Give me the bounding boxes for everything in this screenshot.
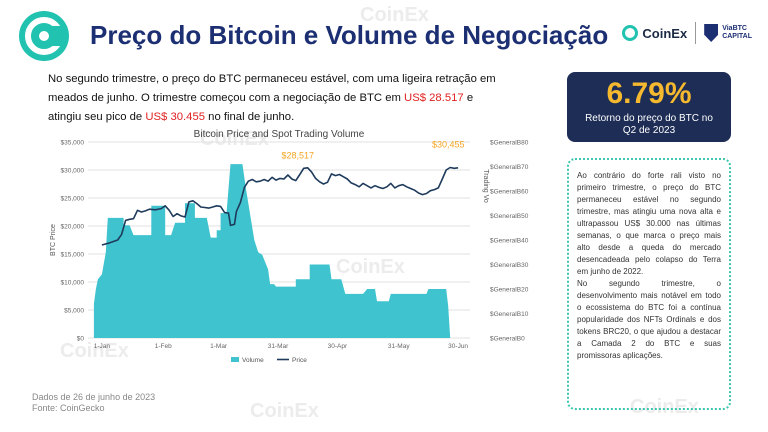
kpi-value: 6.79% — [606, 77, 692, 110]
coinex-icon — [622, 25, 639, 41]
kpi-label: Retorno do preço do BTC no Q2 de 2023 — [585, 113, 713, 136]
chart-canvas: Bitcoin Price and Spot Trading Volume $0 $… — [50, 129, 529, 364]
price-line — [101, 166, 459, 246]
kpi-card: 6.79% Retorno do preço do BTC no Q2 de 2… — [567, 72, 731, 142]
brand-logos: CoinEx ViaBTC CAPITAL — [622, 22, 752, 44]
brand-divider — [695, 22, 697, 44]
x-tick-label: 31-Mar — [268, 343, 289, 350]
page-title: Preço do Bitcoin e Volume de Negociação — [90, 20, 609, 50]
x-tick-label: 1-Feb — [155, 343, 172, 350]
legend-label-volume: Volume — [242, 357, 264, 364]
chart-title: Bitcoin Price and Spot Trading Volume — [194, 129, 365, 140]
source-note: Dados de 26 de junho de 2023 Fonte: Coin… — [32, 392, 155, 414]
price-volume-chart: Bitcoin Price and Spot Trading Volume $0 $… — [46, 128, 558, 382]
intro-text-2: e atingiu seu pico de — [48, 92, 474, 123]
y2-axis-label: Trading Vo — [482, 169, 489, 203]
y-tick-label: $25,000 — [61, 196, 85, 203]
y2-tick-label: $GeneralB30 — [490, 262, 529, 269]
y-tick-label: $35,000 — [61, 140, 85, 147]
coinex-brand: CoinEx — [622, 25, 687, 41]
intro-text-1: No segundo trimestre, o preço do BTC per… — [48, 73, 496, 104]
x-tick-label: 30-Apr — [328, 343, 348, 350]
intro-text-3: no final de junho. — [205, 111, 295, 123]
y-tick-label: $0 — [77, 336, 85, 343]
data-date-note: Dados de 26 de junho de 2023 — [32, 392, 156, 402]
side-note-paragraph-1: Ao contrário do forte rali visto no prim… — [577, 171, 721, 276]
x-tick-label: 1-Mar — [210, 343, 228, 350]
y2-tick-label: $GeneralB20 — [490, 287, 529, 294]
coinex-logo-icon — [19, 11, 69, 61]
viabtc-brand-line1: ViaBTC — [722, 25, 747, 32]
viabtc-brand-label: ViaBTC CAPITAL — [722, 25, 752, 41]
y2-tick-label: $GeneralB50 — [490, 213, 529, 220]
x-tick-label: 31-May — [388, 343, 410, 350]
x-tick-label: 1-Jan — [94, 343, 111, 350]
data-source-note: Fonte: CoinGecko — [32, 403, 105, 413]
y2-tick-label: $GeneralB10 — [490, 311, 529, 318]
y2-tick-label: $GeneralB0 — [490, 336, 525, 343]
side-note-panel: Ao contrário do forte rali visto no prim… — [567, 158, 731, 410]
y-tick-label: $5,000 — [64, 308, 84, 315]
y-tick-label: $10,000 — [61, 280, 85, 287]
viabtc-brand: ViaBTC CAPITAL — [704, 24, 752, 42]
y2-tick-label: $GeneralB70 — [490, 164, 529, 171]
viabtc-brand-line2: CAPITAL — [722, 33, 752, 40]
y2-tick-label: $GeneralB40 — [490, 238, 529, 245]
intro-low-price: US$ 28.517 — [404, 92, 464, 104]
y-axis-label: BTC Price — [50, 224, 57, 256]
viabtc-shield-icon — [704, 24, 719, 42]
y-tick-label: $30,000 — [61, 168, 85, 175]
intro-high-price: US$ 30.455 — [145, 111, 206, 123]
intro-paragraph: No segundo trimestre, o preço do BTC per… — [48, 70, 498, 127]
y2-tick-label: $GeneralB60 — [490, 189, 529, 196]
side-note-paragraph-2: No segundo trimestre, o desenvolvimento … — [577, 279, 721, 360]
x-tick-label: 30-Jun — [448, 343, 468, 350]
legend-label-price: Price — [292, 357, 307, 364]
price-annotation: $30,455 — [432, 139, 465, 149]
watermark-text: CoinEx — [250, 400, 319, 422]
y-tick-label: $15,000 — [61, 252, 85, 259]
legend-swatch-volume — [231, 357, 239, 362]
y2-tick-label: $GeneralB80 — [490, 140, 529, 147]
price-annotation: $28,517 — [282, 150, 315, 160]
coinex-brand-label: CoinEx — [642, 25, 688, 41]
volume-area — [93, 164, 451, 338]
y-tick-label: $20,000 — [61, 224, 85, 231]
